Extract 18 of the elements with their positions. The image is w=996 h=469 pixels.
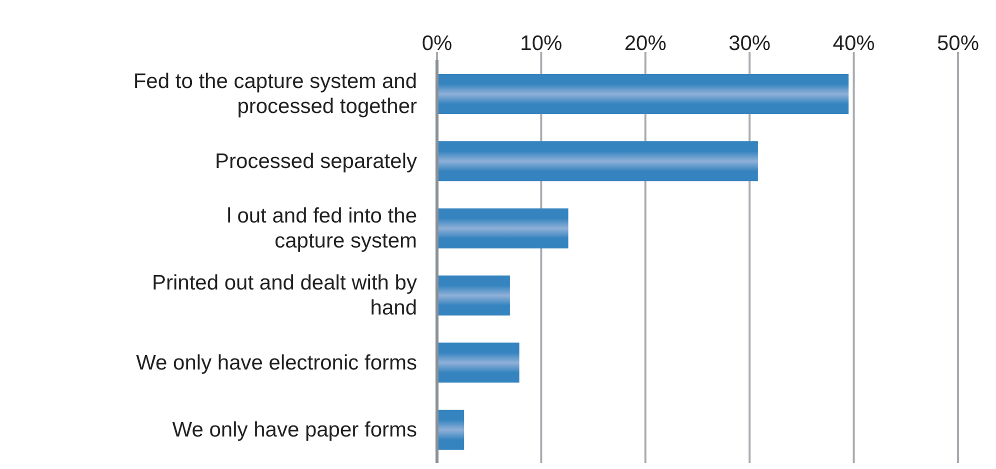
x-tick-label: 20%	[624, 32, 666, 55]
x-tick-label: 40%	[832, 32, 875, 55]
y-tick-label: Fed to the capture system and processed together	[133, 70, 417, 118]
y-tick-label: l out and fed into the capture system	[226, 204, 417, 252]
bar	[437, 276, 510, 316]
bar	[437, 208, 568, 248]
bar	[437, 141, 758, 182]
y-tick-label: We only have electronic forms	[136, 350, 417, 374]
bar	[437, 342, 520, 383]
x-tick-label: 50%	[936, 32, 980, 55]
y-tick-label: Printed out and dealt with by hand	[152, 271, 418, 320]
bar	[437, 74, 849, 114]
x-tick-label: 10%	[520, 32, 562, 55]
bar	[437, 410, 464, 450]
x-tick-label: 0%	[422, 32, 452, 55]
y-tick-label: We only have paper forms	[172, 418, 417, 441]
y-tick-label: Processed separately	[215, 149, 418, 172]
x-tick-label: 30%	[728, 32, 771, 55]
